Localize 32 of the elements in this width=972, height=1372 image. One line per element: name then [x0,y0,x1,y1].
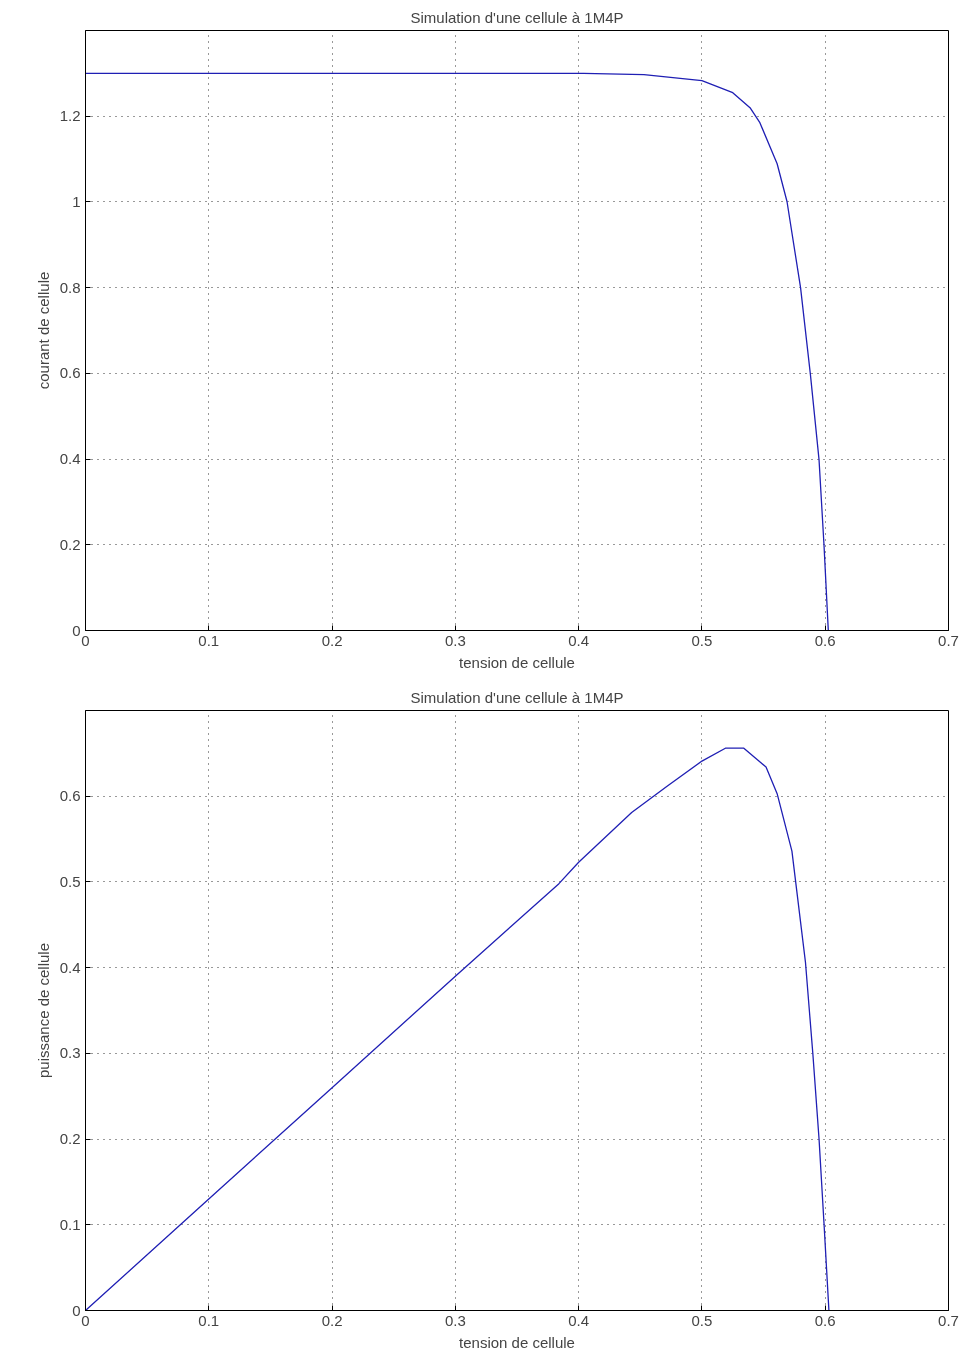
y-tick-label: 0.2 [59,535,81,553]
x-tick-label: 0.5 [691,631,713,649]
x-tick-label: 0.1 [198,631,220,649]
y-tick-label: 0.4 [59,958,81,976]
chart-title: Simulation d'une cellule à 1M4P [410,688,624,706]
x-tick-label: 0.7 [938,631,959,649]
y-axis-title: puissance de cellule [34,942,52,1079]
y-tick-label: 0.4 [59,450,81,468]
y-tick-label: 0.5 [59,872,81,890]
chart-title: Simulation d'une cellule à 1M4P [410,8,624,26]
x-tick-label: 0.7 [938,1311,959,1329]
y-tick-label: 0.2 [59,1130,81,1148]
x-axis-title: tension de cellule [459,653,575,671]
y-tick-label: 1 [72,192,81,210]
x-tick-label: 0.4 [568,631,590,649]
y-tick-label: 1.2 [59,107,81,125]
x-tick-label: 0.1 [198,1311,220,1329]
x-tick-label: 0.3 [444,631,466,649]
x-tick-label: 0.6 [814,631,836,649]
x-tick-label: 0.5 [691,1311,713,1329]
y-tick-label: 0.1 [59,1215,81,1233]
y-tick-label: 0.8 [59,278,81,296]
x-axis-title: tension de cellule [459,1333,575,1351]
y-tick-label: 0.6 [59,364,81,382]
x-tick-label: 0.3 [444,1311,466,1329]
x-tick-label: 0.6 [814,1311,836,1329]
x-tick-label: 0.2 [321,1311,343,1329]
y-tick-label: 0.3 [59,1044,81,1062]
y-axis-title: courant de cellule [34,271,52,390]
x-tick-label: 0.2 [321,631,343,649]
x-tick-label: 0.4 [568,1311,590,1329]
y-tick-label: 0.6 [59,787,81,805]
